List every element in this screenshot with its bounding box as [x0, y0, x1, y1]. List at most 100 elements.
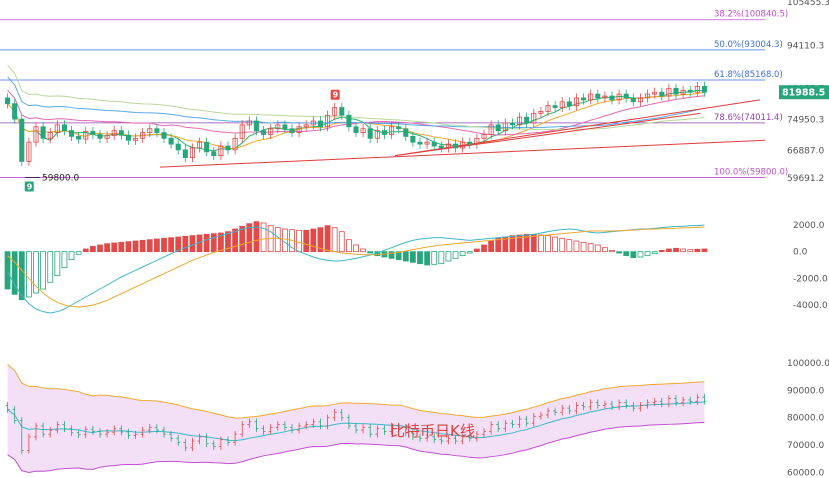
candle-body	[381, 130, 387, 135]
macd-bar	[395, 251, 402, 261]
marker-badge	[330, 89, 340, 100]
candle-body	[104, 135, 110, 139]
macd-bar	[324, 225, 331, 253]
macd-bar	[97, 244, 103, 253]
macd-bar	[466, 251, 473, 254]
candle-body	[197, 141, 203, 149]
macd-tick-label: -4000.0	[793, 301, 828, 311]
macd-bar	[452, 251, 459, 259]
candle-body	[90, 131, 96, 135]
candle-body	[573, 97, 579, 107]
candle-body	[175, 143, 181, 151]
macd-bar	[260, 222, 267, 253]
macd-bar	[4, 251, 11, 290]
bollinger-tick-label: 70000.0	[787, 441, 824, 451]
candle-body	[282, 124, 288, 130]
candle-body	[637, 97, 643, 103]
macd-bar	[232, 228, 239, 253]
fib-levels: 38.2%(100840.5) 50.0%(93004.3) 61.8%(85168…	[0, 10, 788, 178]
macd-bar	[616, 251, 622, 254]
bollinger-fill	[7, 364, 705, 473]
macd-bar	[118, 241, 125, 253]
macd-bar	[33, 251, 39, 294]
candle-body	[623, 93, 629, 99]
candle-body	[26, 141, 32, 162]
marker-label: 9	[333, 91, 339, 100]
macd-bar	[161, 237, 167, 253]
candle-body	[268, 128, 274, 135]
macd-tick-label: 0.0	[793, 248, 808, 258]
candle-body	[232, 137, 238, 151]
y-tick-label: 94110.3	[787, 42, 824, 52]
candle-body	[616, 93, 622, 101]
macd-bar	[331, 227, 338, 253]
macd-bar	[488, 240, 495, 253]
candle-body	[133, 137, 139, 141]
candle-body	[666, 87, 672, 97]
candle-body	[275, 124, 281, 130]
macd-bar	[203, 233, 210, 253]
candle-body	[289, 128, 295, 133]
candle-body	[552, 105, 558, 108]
macd-bar	[459, 251, 466, 257]
bollinger-tick-label: 100000.0	[787, 359, 829, 369]
price-axis: 105455.394110.382955.774950.366887.05969…	[779, 0, 829, 184]
macd-bar	[687, 249, 694, 253]
moving-averages	[7, 64, 705, 152]
moving-average-line	[7, 76, 705, 129]
bollinger-tick-label: 90000.0	[787, 386, 824, 396]
candle-body	[239, 124, 245, 139]
y-tick-label: 74950.3	[787, 115, 824, 125]
macd-bar	[438, 251, 445, 265]
macd-bar	[609, 249, 615, 253]
macd-tick-label: 2000.0	[793, 221, 825, 231]
macd-bar	[587, 243, 594, 253]
candle-body	[54, 124, 60, 133]
candle-body	[303, 124, 309, 128]
macd-bar	[602, 247, 608, 253]
macd-bar	[253, 221, 260, 253]
candle-body	[694, 86, 700, 93]
candle-body	[481, 134, 487, 139]
fib-label: 78.6%(74011.4)	[714, 113, 783, 123]
candle-body	[545, 105, 551, 112]
macd-bar	[644, 251, 651, 257]
macd-bar	[473, 248, 480, 253]
macd-axis: 2000.0 0.0 -2000.0 -4000.0	[793, 221, 828, 311]
macd-bar	[424, 251, 431, 266]
macd-bar	[495, 237, 502, 253]
candle-body	[438, 145, 444, 149]
macd-bar	[360, 248, 367, 253]
macd-bar	[25, 251, 32, 298]
macd-bar	[246, 223, 253, 253]
candle-body	[538, 111, 544, 114]
macd-lines	[7, 224, 705, 314]
macd-bar	[637, 251, 644, 258]
macd-bar	[545, 235, 551, 253]
fib-label: 61.8%(85168.0)	[714, 70, 783, 80]
candle-body	[509, 122, 515, 126]
bollinger-lower	[7, 421, 705, 473]
candle-body	[687, 89, 693, 93]
candle-body	[431, 141, 437, 147]
candle-body	[253, 120, 259, 132]
candle-body	[531, 112, 537, 124]
macd-bar	[82, 248, 89, 253]
y-tick-label: 66887.0	[787, 146, 824, 156]
macd-bar	[239, 225, 246, 253]
macd-bar	[345, 239, 352, 253]
candle-body	[517, 116, 523, 126]
candle-body	[5, 97, 11, 105]
macd-bar	[623, 251, 630, 257]
macd-bar	[680, 248, 686, 253]
macd-bar	[509, 235, 516, 253]
candle-body	[595, 93, 601, 99]
trend-lines	[159, 99, 766, 168]
macd-bar	[303, 229, 310, 253]
candle-body	[346, 114, 352, 128]
candle-body	[652, 91, 658, 95]
candle-body	[460, 141, 466, 149]
candle-body	[495, 124, 501, 132]
candle-body	[161, 132, 167, 139]
